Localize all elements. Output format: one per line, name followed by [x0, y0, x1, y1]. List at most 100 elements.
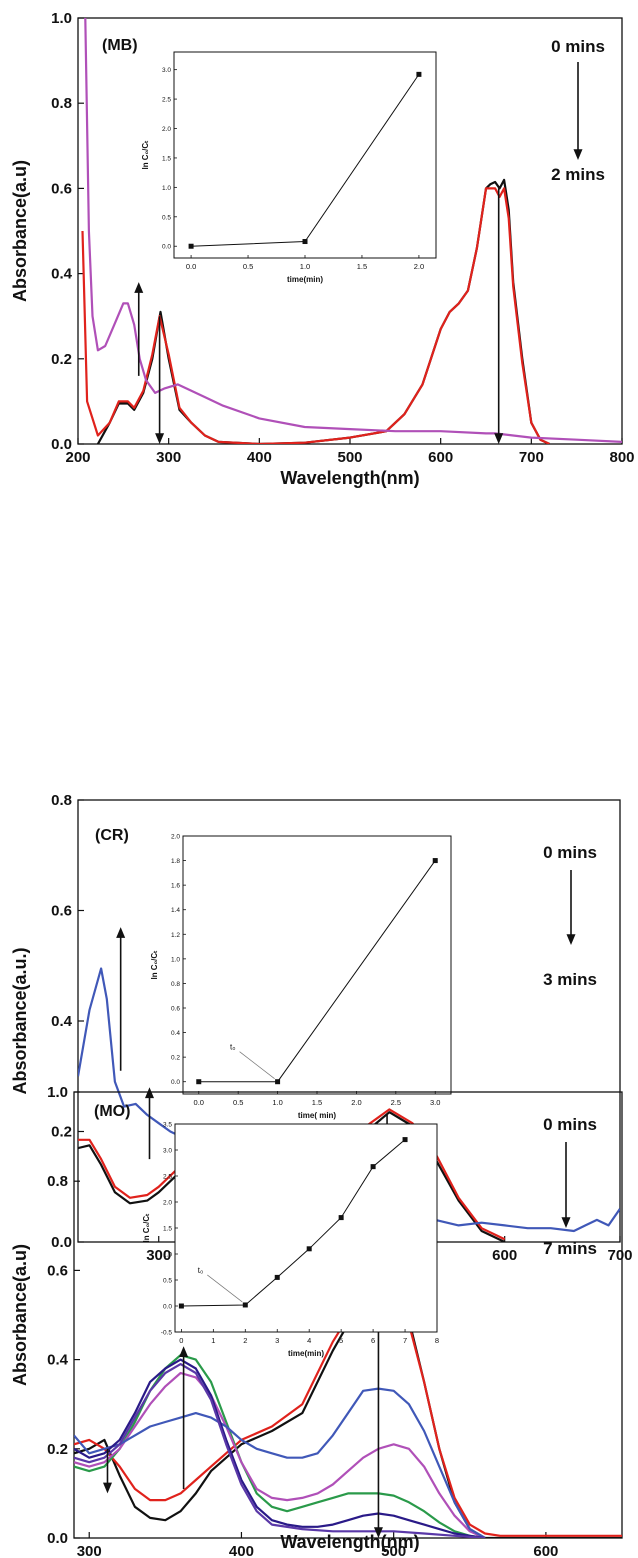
- x-tick-label: 700: [519, 449, 544, 466]
- inset-frame: [173, 51, 437, 259]
- x-tick-label: 500: [337, 449, 362, 466]
- x-tick-label: 200: [65, 449, 90, 466]
- series-line-6: [74, 1362, 486, 1538]
- change-arrow-head: [116, 927, 126, 938]
- inset-y-tick-label: 1.5: [162, 155, 171, 162]
- x-tick-label: 800: [609, 449, 634, 466]
- inset-x-tick-label: 0.0: [186, 262, 196, 271]
- y-tick-label: 0.2: [47, 1441, 68, 1458]
- inset-chart: 0.0 0.5 1.0 1.5 2.0 0.0 0.5 1.0 1.5 2.0 2.5 3.0 time…: [141, 51, 437, 284]
- inset-x-tick-label: 4: [307, 1336, 311, 1345]
- inset-y-tick-label: 1.4: [171, 907, 180, 914]
- inset-frame: [182, 835, 452, 1095]
- inset-y-tick-label: 1.0: [163, 1252, 172, 1259]
- inset-annotation-leader: [239, 1051, 275, 1079]
- y-tick-label: 1.0: [47, 1084, 68, 1101]
- time-end-label: 7 mins: [543, 1239, 597, 1258]
- inset-x-tick-label: 0.0: [194, 1098, 204, 1107]
- chart-panel-1: 3004005006007000.00.20.40.60.8Wavelength…: [10, 792, 633, 1282]
- inset-x-tick-label: 1: [211, 1336, 215, 1345]
- inset-y-tick-label: 1.8: [171, 858, 180, 865]
- x-axis-label: Wavelength(nm): [280, 468, 419, 488]
- y-axis-label: Absorbance(a.u): [10, 1244, 30, 1386]
- inset-x-tick-label: 1.5: [312, 1098, 322, 1107]
- panel-label: (MB): [102, 37, 138, 54]
- change-arrow-head: [373, 1527, 383, 1538]
- inset-y-tick-label: 1.0: [171, 956, 180, 963]
- inset-x-tick-label: 6: [371, 1336, 375, 1345]
- time-start-label: 0 mins: [543, 1115, 597, 1134]
- y-tick-label: 1.0: [51, 10, 72, 27]
- y-tick-label: 0.4: [47, 1352, 69, 1369]
- time-start-label: 0 mins: [543, 843, 597, 862]
- inset-x-tick-label: 2.5: [391, 1098, 401, 1107]
- inset-x-tick-label: 0: [179, 1336, 183, 1345]
- inset-y-tick-label: 2.5: [163, 1174, 172, 1181]
- inset-point: [402, 1137, 408, 1143]
- inset-y-tick-label: 2.0: [171, 834, 180, 841]
- inset-y-tick-label: 2.5: [162, 97, 171, 104]
- inset-y-tick-label: 3.0: [162, 67, 171, 74]
- time-arrow-head: [573, 149, 583, 160]
- y-tick-label: 0.4: [51, 266, 73, 283]
- y-tick-label: 0.0: [51, 1234, 72, 1251]
- inset-point: [188, 243, 194, 249]
- x-tick-label: 600: [428, 449, 453, 466]
- y-tick-label: 0.6: [51, 180, 72, 197]
- change-arrow-head: [102, 1482, 112, 1494]
- inset-annotation: t₀: [230, 1043, 236, 1052]
- y-tick-label: 0.6: [51, 903, 72, 920]
- x-tick-label: 300: [156, 449, 181, 466]
- inset-y-tick-label: 1.0: [162, 185, 171, 192]
- inset-y-label: ln C₀/Cₜ: [150, 950, 159, 980]
- inset-x-label: time( min): [298, 1111, 337, 1120]
- inset-x-tick-label: 2: [243, 1336, 247, 1345]
- chart-panel-0: 200 300 400 500 600 700 800 0.0 0.2 0.4 0.6 0.8 1.0 W…: [10, 10, 635, 488]
- time-end-label: 2 mins: [551, 165, 605, 184]
- series-line-2: [84, 18, 622, 443]
- inset-y-tick-label: 0.4: [171, 1030, 180, 1037]
- change-arrow-head: [179, 1346, 189, 1358]
- x-tick-label: 600: [492, 1247, 517, 1264]
- inset-y-tick-label: 2.0: [163, 1200, 172, 1207]
- inset-point: [306, 1246, 312, 1252]
- inset-point: [432, 858, 438, 864]
- inset-y-tick-label: 2.0: [162, 126, 171, 133]
- inset-x-tick-label: 2.0: [351, 1098, 361, 1107]
- inset-y-tick-label: 0.0: [171, 1079, 180, 1086]
- inset-y-label: ln C₀/Cₜ: [141, 140, 150, 170]
- series-line-5: [74, 1358, 486, 1538]
- plot-frame: [73, 1091, 623, 1539]
- inset-y-tick-label: 0.0: [163, 1304, 172, 1311]
- series-line-4: [74, 1387, 486, 1538]
- y-tick-label: 0.6: [47, 1262, 68, 1279]
- inset-x-tick-label: 7: [403, 1336, 407, 1345]
- inset-x-label: time(min): [287, 275, 323, 284]
- time-start-label: 0 mins: [551, 37, 605, 56]
- inset-y-tick-label: -0.5: [161, 1330, 173, 1337]
- time-end-label: 3 mins: [543, 970, 597, 989]
- inset-y-tick-label: 0.2: [171, 1055, 180, 1062]
- inset-annotation-leader: [207, 1274, 243, 1303]
- series-group: [74, 1284, 622, 1538]
- x-tick-label: 500: [381, 1543, 406, 1558]
- inset-x-label: time(min): [288, 1349, 324, 1358]
- inset-x-tick-label: 1.0: [272, 1098, 282, 1107]
- inset-x-tick-label: 5: [339, 1336, 343, 1345]
- inset-x-tick-label: 2.0: [414, 262, 424, 271]
- change-arrow-head: [144, 1087, 154, 1099]
- y-tick-label: 0.2: [51, 1124, 72, 1141]
- inset-y-tick-label: 1.6: [171, 883, 180, 890]
- inset-y-tick-label: 3.0: [163, 1148, 172, 1155]
- y-axis-label: Absorbance(a.u): [10, 160, 30, 302]
- inset-chart: 0.0 0.5 1.0 1.5 2.0 2.5 3.0 0.0 0.2 0.4 0.6 0.8 1.0 1…: [150, 834, 452, 1120]
- inset-point: [274, 1274, 280, 1280]
- panel-label: (MO): [94, 1103, 130, 1120]
- inset-y-tick-label: 0.5: [162, 214, 171, 221]
- inset-x-tick-label: 1.0: [300, 262, 310, 271]
- inset-y-tick-label: 0.0: [162, 244, 171, 251]
- inset-point: [302, 239, 308, 245]
- x-axis-label: Wavelength(nm): [280, 1532, 419, 1552]
- x-tick-label: 600: [533, 1543, 558, 1558]
